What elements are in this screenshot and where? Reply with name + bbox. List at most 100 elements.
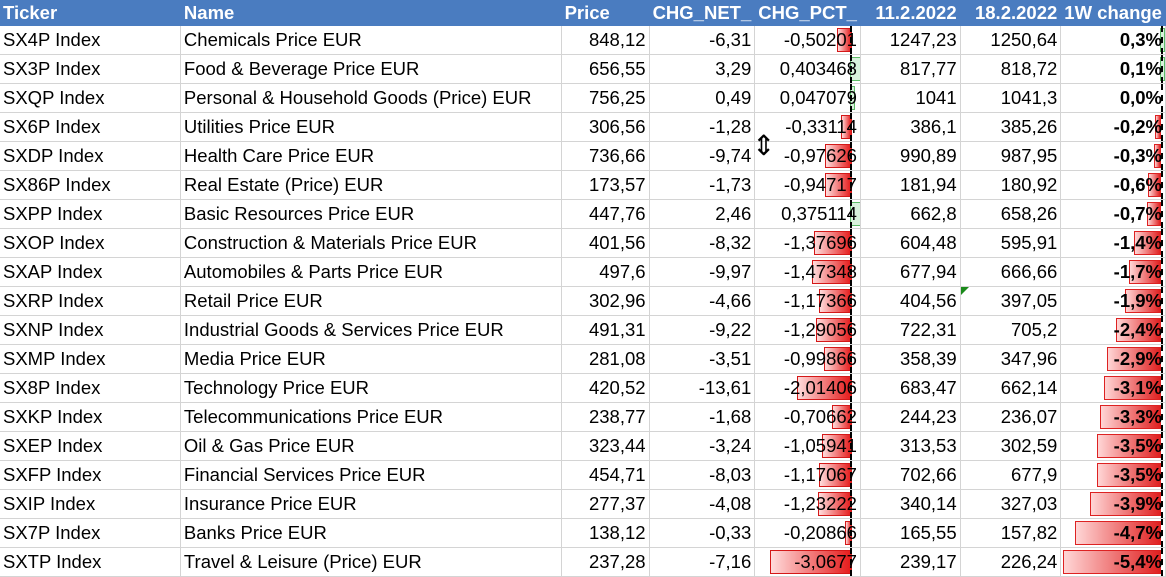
cell-name[interactable]: Technology Price EUR [180, 373, 562, 403]
cell-1w-change[interactable]: 0,0% [1060, 83, 1166, 113]
header-chg-pct[interactable]: CHG_PCT_ [754, 0, 861, 26]
cell-date-2[interactable]: 666,66 [960, 257, 1062, 287]
cell-1w-change[interactable]: -1,7% [1060, 257, 1166, 287]
cell-chg-net[interactable]: -3,51 [649, 344, 756, 374]
cell-1w-change[interactable]: -1,9% [1060, 286, 1166, 316]
cell-chg-net[interactable]: 3,29 [649, 54, 756, 84]
cell-name[interactable]: Personal & Household Goods (Price) EUR [180, 83, 562, 113]
cell-ticker[interactable]: SXIP Index [0, 489, 181, 519]
cell-name[interactable]: Insurance Price EUR [180, 489, 562, 519]
cell-date-1[interactable]: 313,53 [860, 431, 961, 461]
cell-name[interactable]: Automobiles & Parts Price EUR [180, 257, 562, 287]
cell-date-1[interactable]: 340,14 [860, 489, 961, 519]
cell-chg-pct[interactable]: -1,37696 [754, 228, 861, 258]
cell-date-1[interactable]: 683,47 [860, 373, 961, 403]
cell-1w-change[interactable]: -5,4% [1060, 547, 1166, 577]
cell-date-2[interactable]: 987,95 [960, 141, 1062, 171]
cell-chg-pct[interactable]: -1,29056 [754, 315, 861, 345]
cell-date-2[interactable]: 397,05 [960, 286, 1062, 316]
cell-date-2[interactable]: 705,2 [960, 315, 1062, 345]
cell-ticker[interactable]: SXMP Index [0, 344, 181, 374]
cell-name[interactable]: Utilities Price EUR [180, 112, 562, 142]
cell-chg-net[interactable]: -7,16 [649, 547, 756, 577]
cell-name[interactable]: Travel & Leisure (Price) EUR [180, 547, 562, 577]
cell-name[interactable]: Media Price EUR [180, 344, 562, 374]
cell-1w-change[interactable]: -3,5% [1060, 460, 1166, 490]
cell-ticker[interactable]: SXRP Index [0, 286, 181, 316]
cell-chg-net[interactable]: -6,31 [649, 26, 756, 55]
cell-1w-change[interactable]: -3,9% [1060, 489, 1166, 519]
cell-chg-net[interactable]: -13,61 [649, 373, 756, 403]
cell-1w-change[interactable]: -1,4% [1060, 228, 1166, 258]
cell-date-1[interactable]: 165,55 [860, 518, 961, 548]
cell-ticker[interactable]: SXDP Index [0, 141, 181, 171]
cell-ticker[interactable]: SXNP Index [0, 315, 181, 345]
cell-price[interactable]: 420,52 [561, 373, 650, 403]
cell-name[interactable]: Real Estate (Price) EUR [180, 170, 562, 200]
cell-date-1[interactable]: 702,66 [860, 460, 961, 490]
cell-ticker[interactable]: SX8P Index [0, 373, 181, 403]
cell-chg-pct[interactable]: -1,17067 [754, 460, 861, 490]
header-name[interactable]: Name [180, 0, 562, 26]
cell-price[interactable]: 237,28 [561, 547, 650, 577]
cell-date-1[interactable]: 990,89 [860, 141, 961, 171]
header-chg-net[interactable]: CHG_NET_ [649, 0, 756, 26]
cell-chg-net[interactable]: 0,49 [649, 83, 756, 113]
cell-1w-change[interactable]: -0,3% [1060, 141, 1166, 171]
cell-date-2[interactable]: 1041,3 [960, 83, 1062, 113]
cell-price[interactable]: 138,12 [561, 518, 650, 548]
cell-chg-net[interactable]: -9,74 [649, 141, 756, 171]
cell-1w-change[interactable]: 0,1% [1060, 54, 1166, 84]
cell-ticker[interactable]: SXOP Index [0, 228, 181, 258]
cell-1w-change[interactable]: -2,9% [1060, 344, 1166, 374]
cell-chg-net[interactable]: -8,03 [649, 460, 756, 490]
cell-price[interactable]: 447,76 [561, 199, 650, 229]
cell-chg-net[interactable]: -3,24 [649, 431, 756, 461]
cell-price[interactable]: 656,55 [561, 54, 650, 84]
cell-date-2[interactable]: 236,07 [960, 402, 1062, 432]
cell-1w-change[interactable]: -0,2% [1060, 112, 1166, 142]
cell-date-1[interactable]: 662,8 [860, 199, 961, 229]
cell-date-2[interactable]: 677,9 [960, 460, 1062, 490]
cell-ticker[interactable]: SXFP Index [0, 460, 181, 490]
cell-ticker[interactable]: SX86P Index [0, 170, 181, 200]
cell-date-1[interactable]: 181,94 [860, 170, 961, 200]
cell-name[interactable]: Chemicals Price EUR [180, 26, 562, 55]
cell-price[interactable]: 497,6 [561, 257, 650, 287]
cell-chg-net[interactable]: -0,33 [649, 518, 756, 548]
cell-chg-net[interactable]: -9,97 [649, 257, 756, 287]
cell-chg-pct[interactable]: -1,05941 [754, 431, 861, 461]
cell-date-2[interactable]: 1250,64 [960, 26, 1062, 55]
cell-chg-net[interactable]: -4,08 [649, 489, 756, 519]
cell-ticker[interactable]: SX3P Index [0, 54, 181, 84]
cell-1w-change[interactable]: -0,6% [1060, 170, 1166, 200]
cell-date-1[interactable]: 1247,23 [860, 26, 961, 55]
cell-chg-pct[interactable]: -1,17366 [754, 286, 861, 316]
cell-ticker[interactable]: SXAP Index [0, 257, 181, 287]
header-ticker[interactable]: Ticker [0, 0, 181, 26]
cell-1w-change[interactable]: -2,4% [1060, 315, 1166, 345]
cell-name[interactable]: Retail Price EUR [180, 286, 562, 316]
cell-name[interactable]: Telecommunications Price EUR [180, 402, 562, 432]
cell-date-2[interactable]: 595,91 [960, 228, 1062, 258]
cell-chg-pct[interactable]: 0,047079 [754, 83, 861, 113]
cell-chg-pct[interactable]: 0,375114 [754, 199, 861, 229]
cell-name[interactable]: Banks Price EUR [180, 518, 562, 548]
cell-chg-net[interactable]: 2,46 [649, 199, 756, 229]
cell-date-1[interactable]: 677,94 [860, 257, 961, 287]
cell-name[interactable]: Basic Resources Price EUR [180, 199, 562, 229]
cell-chg-pct[interactable]: -3,0677 [754, 547, 861, 577]
cell-price[interactable]: 756,25 [561, 83, 650, 113]
cell-date-1[interactable]: 239,17 [860, 547, 961, 577]
header-date-2[interactable]: 18.2.2022 [960, 0, 1062, 26]
cell-price[interactable]: 491,31 [561, 315, 650, 345]
cell-ticker[interactable]: SX6P Index [0, 112, 181, 142]
cell-1w-change[interactable]: 0,3% [1060, 26, 1166, 55]
cell-chg-pct[interactable]: -1,47348 [754, 257, 861, 287]
header-price[interactable]: Price [561, 0, 650, 26]
cell-chg-pct[interactable]: -0,33114 [754, 112, 861, 142]
cell-price[interactable]: 277,37 [561, 489, 650, 519]
cell-date-1[interactable]: 358,39 [860, 344, 961, 374]
cell-date-2[interactable]: 347,96 [960, 344, 1062, 374]
cell-name[interactable]: Financial Services Price EUR [180, 460, 562, 490]
